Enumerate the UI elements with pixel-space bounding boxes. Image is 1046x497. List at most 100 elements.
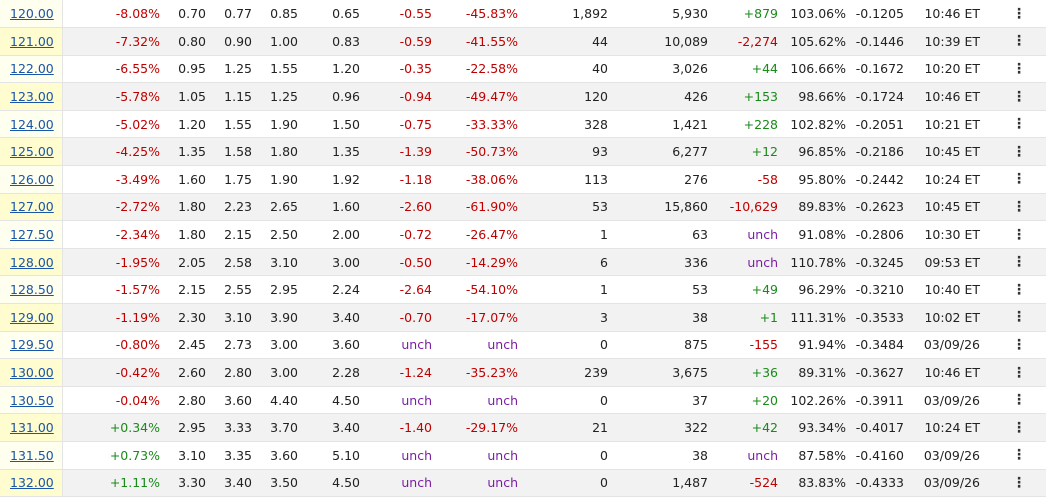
vertical-ellipsis-icon[interactable]: ⋮	[992, 248, 1046, 277]
volume-cell: 3	[518, 303, 608, 332]
vertical-ellipsis-icon[interactable]: ⋮	[992, 27, 1046, 56]
vertical-ellipsis-icon[interactable]: ⋮	[992, 82, 1046, 111]
midpoint-cell: 1.25	[206, 55, 252, 84]
strike-link[interactable]: 131.00	[10, 420, 54, 436]
open-interest-change-cell: +49	[708, 275, 778, 305]
price-change-cell: -0.94	[360, 82, 432, 111]
last-trade-time-cell: 03/09/26	[904, 469, 992, 497]
strike-link[interactable]: 130.50	[10, 392, 54, 408]
bid-cell: 1.20	[160, 110, 206, 139]
strike-link[interactable]: 132.00	[10, 475, 54, 491]
price-change-cell: -0.55	[360, 0, 432, 29]
last-price-cell: 0.83	[298, 27, 360, 56]
vertical-ellipsis-icon[interactable]: ⋮	[992, 193, 1046, 222]
last-trade-time-cell: 03/09/26	[904, 386, 992, 415]
moneyness-cell: -2.72%	[62, 193, 160, 222]
ask-cell: 2.50	[252, 220, 298, 249]
open-interest-change-cell: -58	[708, 165, 778, 194]
strike-cell: 124.00	[0, 110, 63, 139]
vertical-ellipsis-icon[interactable]: ⋮	[992, 358, 1046, 387]
vertical-ellipsis-icon[interactable]: ⋮	[992, 413, 1046, 442]
delta-cell: -0.3245	[846, 248, 904, 277]
table-row: 121.00 -7.32% 0.80 0.90 1.00 0.83 -0.59 -41.55%…	[0, 27, 1046, 56]
implied-volatility-cell: 83.83%	[778, 469, 846, 497]
table-row: 120.00 -8.08% 0.70 0.77 0.85 0.65 -0.55 -45.83%…	[0, 0, 1046, 29]
strike-link[interactable]: 125.00	[10, 144, 54, 160]
vertical-ellipsis-icon[interactable]: ⋮	[992, 275, 1046, 305]
moneyness-cell: +0.73%	[62, 441, 160, 470]
last-price-cell: 0.65	[298, 0, 360, 29]
last-trade-time-cell: 10:02 ET	[904, 303, 992, 332]
price-change-cell: -2.64	[360, 275, 432, 305]
last-price-cell: 1.92	[298, 165, 360, 194]
vertical-ellipsis-icon[interactable]: ⋮	[992, 55, 1046, 84]
strike-cell: 126.00	[0, 165, 63, 194]
strike-link[interactable]: 127.50	[10, 227, 54, 243]
moneyness-cell: -7.32%	[62, 27, 160, 56]
strike-link[interactable]: 128.00	[10, 254, 54, 270]
vertical-ellipsis-icon[interactable]: ⋮	[992, 220, 1046, 249]
table-row: 128.50 -1.57% 2.15 2.55 2.95 2.24 -2.64 -54.10%…	[0, 275, 1046, 305]
percent-change-cell: -45.83%	[432, 0, 518, 29]
midpoint-cell: 1.15	[206, 82, 252, 111]
table-row: 123.00 -5.78% 1.05 1.15 1.25 0.96 -0.94 -49.47%…	[0, 82, 1046, 111]
strike-link[interactable]: 129.50	[10, 337, 54, 353]
moneyness-cell: -5.78%	[62, 82, 160, 111]
strike-link[interactable]: 124.00	[10, 116, 54, 132]
percent-change-cell: -61.90%	[432, 193, 518, 222]
vertical-ellipsis-icon[interactable]: ⋮	[992, 0, 1046, 29]
strike-link[interactable]: 128.50	[10, 282, 54, 298]
midpoint-cell: 1.58	[206, 137, 252, 167]
table-row: 130.00 -0.42% 2.60 2.80 3.00 2.28 -1.24 -35.23%…	[0, 358, 1046, 387]
open-interest-change-cell: +42	[708, 413, 778, 442]
strike-link[interactable]: 129.00	[10, 309, 54, 325]
strike-link[interactable]: 131.50	[10, 447, 54, 463]
open-interest-change-cell: +36	[708, 358, 778, 387]
bid-cell: 2.05	[160, 248, 206, 277]
vertical-ellipsis-icon[interactable]: ⋮	[992, 386, 1046, 415]
table-row: 127.00 -2.72% 1.80 2.23 2.65 1.60 -2.60 -61.90%…	[0, 193, 1046, 222]
bid-cell: 0.80	[160, 27, 206, 56]
bid-cell: 1.05	[160, 82, 206, 111]
table-row: 129.50 -0.80% 2.45 2.73 3.00 3.60 unch unch 0 875…	[0, 331, 1046, 360]
table-row: 127.50 -2.34% 1.80 2.15 2.50 2.00 -0.72 -26.47%…	[0, 220, 1046, 249]
moneyness-cell: -0.42%	[62, 358, 160, 387]
strike-link[interactable]: 120.00	[10, 6, 54, 22]
price-change-cell: -0.70	[360, 303, 432, 332]
bid-cell: 0.95	[160, 55, 206, 84]
vertical-ellipsis-icon[interactable]: ⋮	[992, 110, 1046, 139]
vertical-ellipsis-icon[interactable]: ⋮	[992, 165, 1046, 194]
delta-cell: -0.3627	[846, 358, 904, 387]
open-interest-cell: 53	[608, 275, 708, 305]
bid-cell: 3.30	[160, 469, 206, 497]
strike-link[interactable]: 126.00	[10, 171, 54, 187]
strike-cell: 131.50	[0, 441, 63, 470]
vertical-ellipsis-icon[interactable]: ⋮	[992, 303, 1046, 332]
vertical-ellipsis-icon[interactable]: ⋮	[992, 441, 1046, 470]
bid-cell: 2.60	[160, 358, 206, 387]
last-trade-time-cell: 10:39 ET	[904, 27, 992, 56]
ask-cell: 1.90	[252, 110, 298, 139]
moneyness-cell: +1.11%	[62, 469, 160, 497]
ask-cell: 3.10	[252, 248, 298, 277]
strike-link[interactable]: 122.00	[10, 61, 54, 77]
bid-cell: 2.45	[160, 331, 206, 360]
bid-cell: 3.10	[160, 441, 206, 470]
vertical-ellipsis-icon[interactable]: ⋮	[992, 469, 1046, 497]
vertical-ellipsis-icon[interactable]: ⋮	[992, 331, 1046, 360]
strike-link[interactable]: 127.00	[10, 199, 54, 215]
strike-cell: 132.00	[0, 469, 63, 497]
implied-volatility-cell: 102.82%	[778, 110, 846, 139]
price-change-cell: unch	[360, 469, 432, 497]
last-trade-time-cell: 10:24 ET	[904, 165, 992, 194]
volume-cell: 93	[518, 137, 608, 167]
strike-link[interactable]: 121.00	[10, 33, 54, 49]
vertical-ellipsis-icon[interactable]: ⋮	[992, 137, 1046, 167]
strike-link[interactable]: 130.00	[10, 365, 54, 381]
strike-link[interactable]: 123.00	[10, 89, 54, 105]
midpoint-cell: 0.90	[206, 27, 252, 56]
strike-cell: 128.50	[0, 275, 63, 305]
delta-cell: -0.2051	[846, 110, 904, 139]
bid-cell: 1.80	[160, 220, 206, 249]
